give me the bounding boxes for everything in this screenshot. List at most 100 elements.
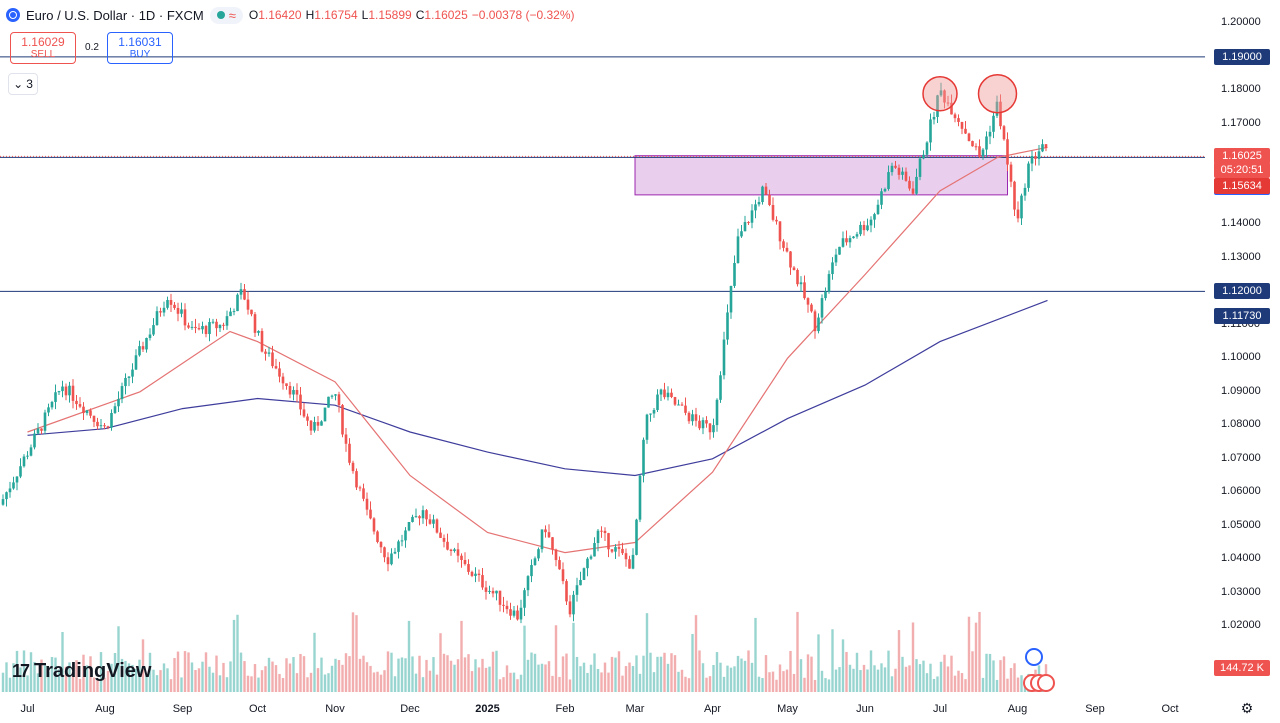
double-top-circle-1[interactable] (922, 75, 958, 112)
candle-body (582, 568, 586, 580)
volume-bar (246, 675, 250, 692)
volume-bar (292, 657, 295, 692)
candle-body (1013, 181, 1016, 210)
volume-bar (166, 668, 169, 692)
volume-bar (376, 671, 379, 692)
resistance-zone-rectangle[interactable] (634, 155, 1008, 196)
candle-body (670, 392, 673, 398)
volume-bar (866, 669, 869, 692)
volume-bar (754, 617, 757, 692)
volume-bar (726, 665, 729, 692)
us-event-icon-3[interactable] (1037, 674, 1055, 692)
candle-body (803, 282, 806, 299)
tradingview-logo[interactable]: 17 TradingView (12, 660, 151, 683)
symbol-title[interactable]: Euro / U.S. Dollar · 1D · FXCM (26, 7, 204, 23)
candle-body (540, 529, 544, 550)
candle-body (796, 269, 799, 285)
volume-bar (974, 622, 978, 692)
candle-body (61, 386, 64, 392)
candle-body (243, 289, 246, 300)
candle-body (124, 377, 127, 387)
candle-body (446, 541, 449, 550)
candle-body (999, 101, 1002, 127)
price-chart[interactable] (0, 0, 1205, 700)
candle-body (964, 128, 967, 134)
volume-bar (456, 659, 460, 692)
price-tick-label: 1.09000 (1221, 384, 1261, 397)
candle-body (603, 530, 607, 534)
candle-body (348, 443, 351, 463)
volume-bar (260, 670, 264, 692)
time-tick-label: Nov (325, 703, 345, 715)
moving-average-200-line (27, 299, 1048, 477)
candle-body (225, 316, 229, 326)
volume-bar (57, 669, 61, 692)
volume-bar (5, 662, 8, 692)
volume-bar (827, 679, 831, 692)
candle-body (208, 322, 211, 335)
candle-body (463, 559, 467, 565)
candle-body (939, 90, 943, 96)
candle-body (589, 556, 593, 559)
volume-bar (131, 664, 134, 692)
volume-bar (15, 650, 19, 692)
market-status-pill[interactable]: ≈ (209, 6, 243, 24)
candle-body (757, 202, 761, 205)
volume-bar (208, 666, 211, 692)
candle-body (495, 590, 498, 594)
volume-bar (677, 671, 680, 692)
volume-bar (236, 614, 239, 692)
volume-bar (288, 663, 292, 692)
volume-bar (1002, 656, 1006, 692)
double-top-circle-2[interactable] (977, 73, 1018, 114)
volume-bar (243, 661, 246, 692)
volume-bar (257, 677, 260, 692)
price-tick-label: 1.20000 (1221, 16, 1261, 29)
volume-bar (442, 653, 446, 692)
volume-bar (40, 659, 43, 692)
volume-bar (187, 652, 190, 692)
volume-bar (607, 672, 610, 692)
volume-bar (712, 665, 715, 692)
candle-body (15, 476, 19, 483)
candle-body (866, 225, 869, 231)
volume-bar (435, 674, 439, 692)
candle-body (960, 121, 964, 129)
candle-body (656, 394, 659, 410)
candle-body (995, 101, 999, 116)
sell-button[interactable]: 1.16029 SELL (10, 32, 76, 64)
candle-body (554, 549, 558, 561)
volume-bar (320, 657, 323, 692)
volume-bar (929, 663, 932, 692)
volume-bar (764, 655, 768, 692)
time-tick-label: Oct (1161, 703, 1179, 715)
candle-body (642, 439, 645, 476)
buy-button[interactable]: 1.16031 BUY (107, 32, 173, 64)
ohlc-values: O1.16420 H1.16754 L1.15899 C1.16025 −0.00378… (249, 8, 579, 22)
volume-bar (593, 653, 596, 692)
volume-bar (204, 652, 208, 692)
price-tick-label: 1.08000 (1221, 418, 1261, 431)
volume-bar (96, 679, 99, 692)
volume-bar (628, 662, 631, 692)
gear-icon[interactable]: ⚙ (1240, 700, 1254, 716)
economic-event-icon[interactable] (1025, 648, 1043, 666)
volume-bar (365, 662, 369, 692)
volume-bar (103, 677, 106, 692)
candle-body (435, 519, 439, 533)
volume-bar (341, 664, 344, 692)
candle-body (169, 299, 173, 305)
candle-body (390, 553, 393, 565)
candle-body (236, 294, 239, 312)
volume-bar (722, 676, 726, 692)
volume-bar (71, 672, 75, 692)
candle-body (292, 389, 295, 395)
candle-body (257, 330, 260, 333)
volume-bar (110, 663, 113, 692)
candle-body (302, 409, 306, 417)
volume-bar (526, 659, 530, 692)
candle-body (579, 579, 582, 586)
candle-body (183, 309, 187, 326)
indicators-toggle-button[interactable]: ⌄ 3 (8, 73, 38, 95)
price-scale[interactable] (1205, 0, 1280, 700)
